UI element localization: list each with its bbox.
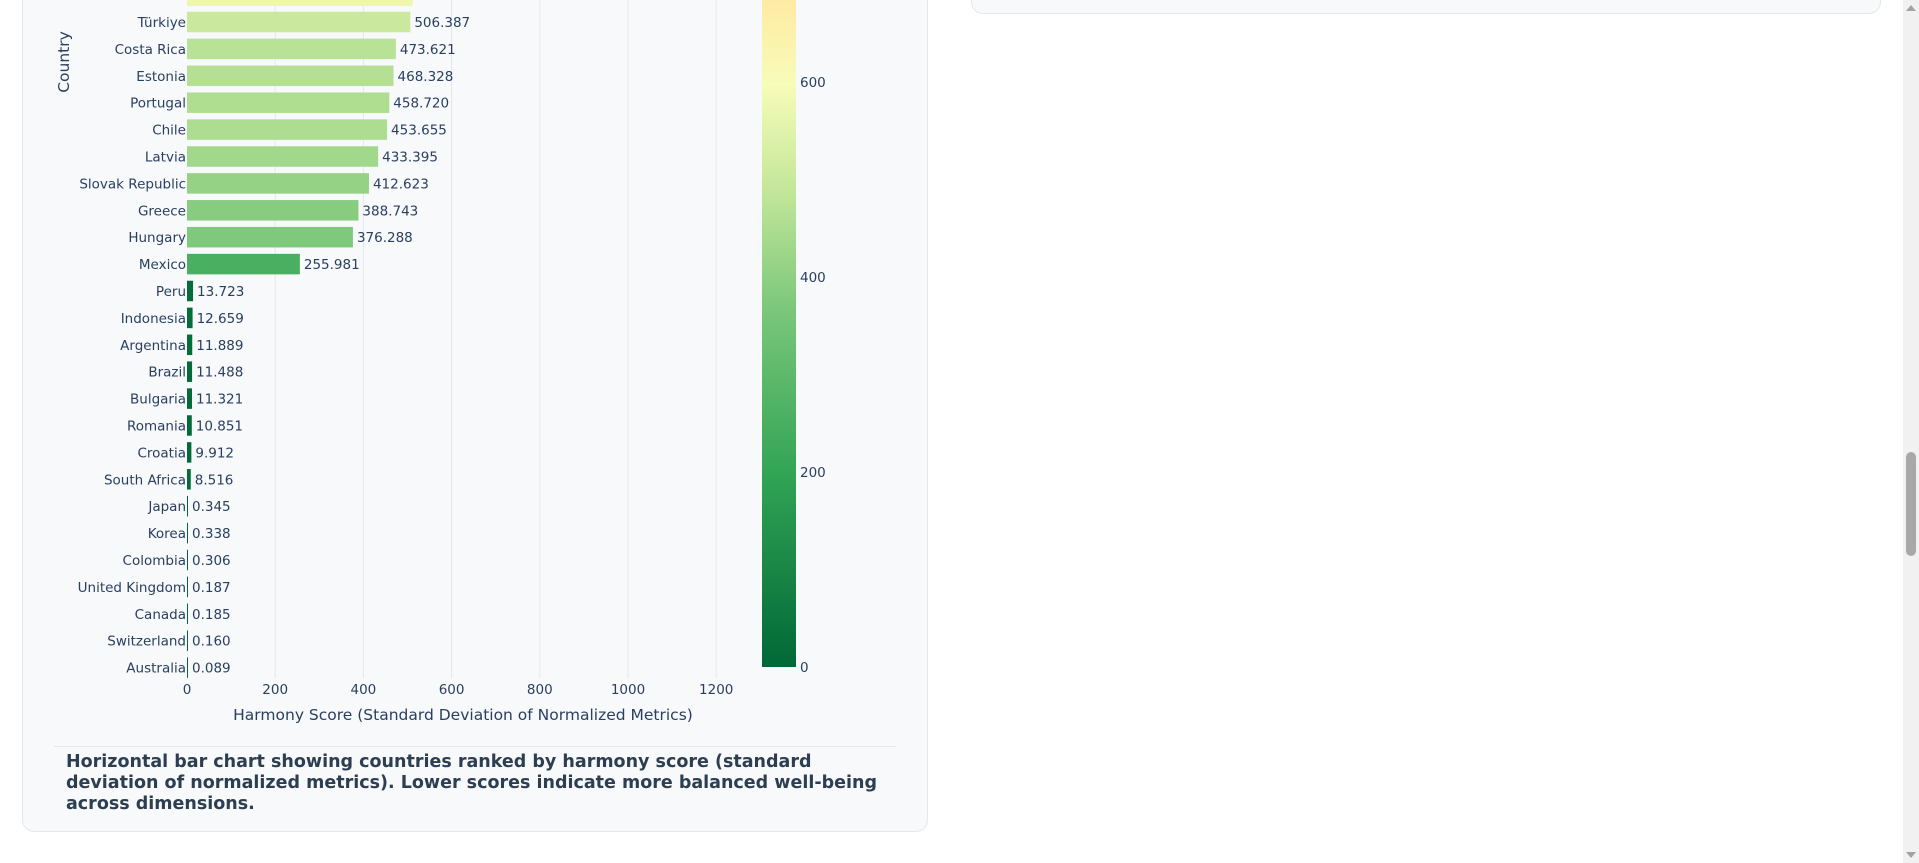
category-label: Korea [148, 526, 186, 542]
x-tick-label: 200 [262, 682, 288, 698]
category-label: Slovak Republic [79, 176, 186, 192]
bar[interactable] [187, 146, 379, 167]
category-label: Colombia [123, 553, 186, 569]
y-axis-title: Country [55, 31, 73, 93]
bar[interactable] [187, 119, 388, 140]
bar[interactable] [187, 307, 193, 329]
bar[interactable] [187, 361, 193, 382]
category-label: South Africa [104, 472, 186, 488]
bar[interactable] [187, 173, 369, 194]
x-tick-label: 1200 [699, 682, 733, 698]
value-label: 13.723 [197, 284, 244, 300]
x-tick-label: 600 [439, 682, 465, 698]
category-label: Costa Rica [115, 42, 186, 58]
value-label: 0.338 [192, 526, 231, 542]
category-label: Canada [135, 607, 186, 623]
scroll-up-icon[interactable] [1906, 5, 1916, 11]
category-label: Indonesia [121, 311, 186, 327]
bar[interactable] [187, 549, 188, 571]
scroll-thumb[interactable] [1906, 452, 1916, 556]
bar[interactable] [187, 630, 188, 651]
category-label: Brazil [148, 365, 186, 381]
x-tick-label: 0 [183, 682, 192, 698]
bar[interactable] [187, 576, 188, 598]
x-tick-label: 1000 [611, 682, 645, 698]
value-label: 11.889 [196, 338, 243, 354]
category-label: Romania [127, 419, 186, 435]
category-label: Türkiye [137, 15, 186, 31]
colorbar-tick-label: 0 [800, 660, 809, 676]
value-label: 388.743 [362, 203, 418, 219]
bar[interactable] [187, 226, 353, 248]
bar[interactable] [187, 603, 188, 625]
bar[interactable] [187, 522, 188, 544]
category-label: Switzerland [107, 634, 186, 650]
bar[interactable] [187, 38, 396, 60]
value-label: 11.321 [196, 392, 243, 408]
category-label: Greece [138, 203, 186, 219]
x-tick-label: 800 [527, 682, 553, 698]
colorbar-tick-label: 200 [800, 465, 826, 481]
value-label: 0.160 [192, 634, 231, 650]
bar[interactable] [187, 657, 188, 678]
caption-divider [54, 746, 896, 747]
bar[interactable] [187, 469, 191, 490]
value-label: 12.659 [197, 311, 244, 327]
bar[interactable] [187, 442, 192, 463]
page-scrollbar[interactable] [1903, 0, 1919, 863]
value-label: 412.623 [373, 176, 429, 192]
value-label: 11.488 [196, 365, 243, 381]
bar[interactable] [187, 495, 188, 517]
bar[interactable] [187, 334, 193, 356]
value-label: 433.395 [382, 150, 438, 166]
x-axis-title: Harmony Score (Standard Deviation of Nor… [233, 706, 693, 724]
value-label: 458.720 [393, 96, 449, 112]
bar[interactable] [187, 280, 194, 302]
category-label: Croatia [137, 445, 186, 461]
category-label: United Kingdom [78, 580, 186, 596]
bar[interactable] [187, 200, 359, 221]
chart-caption: Horizontal bar chart showing countries r… [66, 752, 877, 814]
value-label: 0.089 [192, 661, 231, 677]
value-label: 468.328 [398, 69, 454, 85]
value-label: 376.288 [357, 230, 413, 246]
x-tick-label: 400 [351, 682, 377, 698]
value-label: 0.187 [192, 580, 231, 596]
colorbar [762, 0, 796, 667]
value-label: 10.851 [196, 419, 243, 435]
category-label: Latvia [145, 150, 186, 166]
value-label: 0.185 [192, 607, 231, 623]
bar[interactable] [187, 415, 192, 436]
category-label: Australia [126, 661, 186, 677]
scroll-down-icon[interactable] [1906, 852, 1916, 858]
colorbar-tick-label: 600 [800, 75, 826, 91]
category-label: Argentina [120, 338, 186, 354]
category-label: Chile [152, 123, 186, 139]
bar[interactable] [187, 65, 394, 87]
value-label: 9.912 [195, 445, 234, 461]
value-label: 8.516 [195, 472, 234, 488]
category-label: Bulgaria [130, 392, 186, 408]
colorbar-tick-label: 400 [800, 270, 826, 286]
category-label: Portugal [130, 96, 186, 112]
category-label: Japan [147, 499, 186, 515]
category-label: Peru [156, 284, 186, 300]
bar[interactable] [187, 253, 300, 275]
bar[interactable] [187, 92, 390, 113]
value-label: 453.655 [391, 123, 447, 139]
category-label: Mexico [139, 257, 186, 273]
value-label: 0.306 [192, 553, 231, 569]
category-label: Hungary [128, 230, 186, 246]
value-label: 0.345 [192, 499, 231, 515]
bar-clipped [187, 0, 413, 6]
bar[interactable] [187, 388, 192, 409]
bar[interactable] [187, 11, 411, 33]
value-label: 255.981 [304, 257, 360, 273]
value-label: 473.621 [400, 42, 456, 58]
value-label: 506.387 [414, 15, 470, 31]
category-label: Estonia [136, 69, 186, 85]
